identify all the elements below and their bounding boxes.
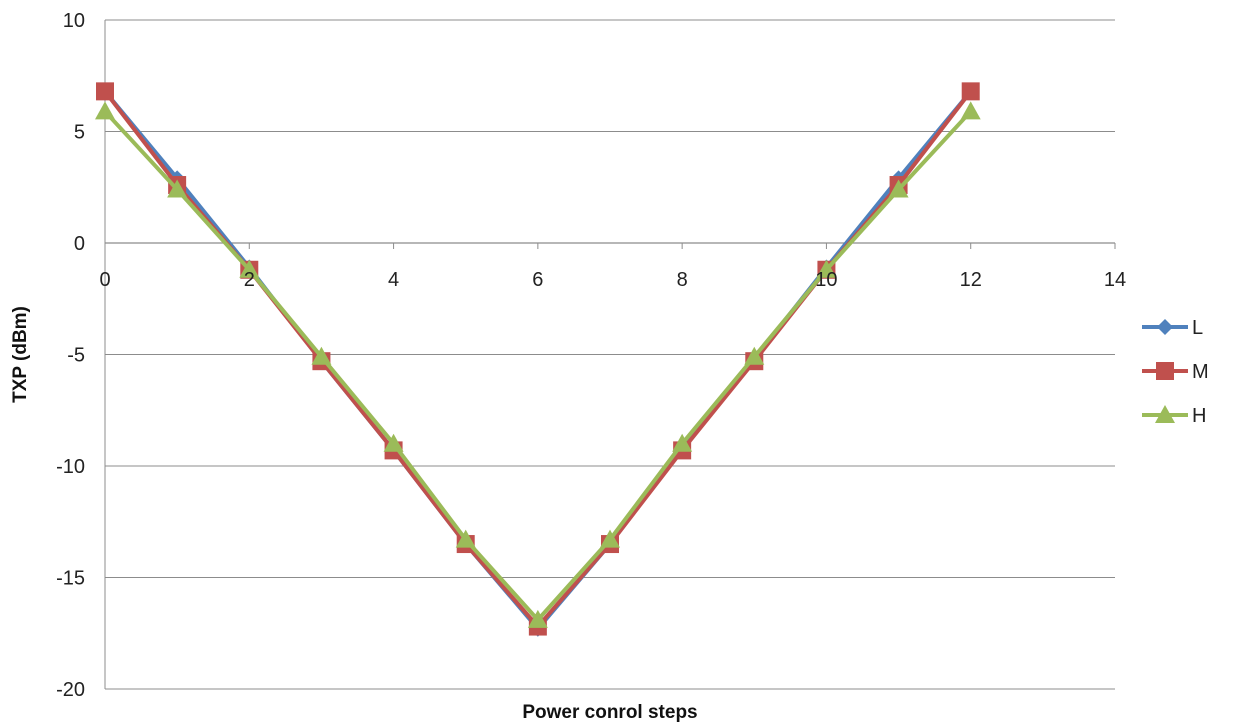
x-tick-label: 8 [677,269,688,291]
legend-marker [1157,319,1173,335]
data-point-H [960,101,981,120]
series-L [97,83,979,637]
data-point-H [888,179,909,198]
series-line-M [103,90,973,629]
data-point-H [600,529,620,548]
y-tick-label: 10 [63,10,85,32]
y-tick-label: -5 [67,345,85,367]
data-point-H [672,433,693,452]
data-point-M [96,82,114,101]
series-line-L [103,90,973,631]
y-axis-title: TXP (dBm) [10,306,31,403]
legend-item-H: H [1142,405,1206,427]
y-tick-label: -10 [56,456,85,478]
axes [104,20,1116,689]
y-tick-label: -20 [56,679,85,701]
legend-label: L [1192,317,1203,339]
x-tick-label: 12 [960,269,982,291]
legend-label: H [1192,405,1206,427]
legend-marker [1155,405,1175,423]
x-tick-label: 14 [1104,269,1126,291]
data-point-H [239,259,260,278]
x-tick-label: 6 [532,269,543,291]
series-H [95,101,981,628]
series-layer [95,82,981,637]
x-tick-label: 0 [99,269,110,291]
data-point-H [744,346,765,365]
legend-item-M: M [1142,361,1209,383]
legend-marker [1156,362,1174,380]
series-line-H [103,110,973,622]
data-point-H [167,179,188,198]
tick-labels: 10 5 0 -5 -10 -15 -20 0 2 4 6 8 10 12 14 [56,10,1126,701]
data-point-H [455,529,476,548]
legend: LMH [1142,317,1209,427]
x-tick-label: 2 [244,269,255,291]
legend-label: M [1192,361,1209,383]
series-M [96,82,980,636]
y-tick-label: 0 [74,233,85,255]
y-tick-label: 5 [74,122,85,144]
data-point-H [383,433,404,452]
data-point-H [527,609,548,628]
x-axis-title: Power conrol steps [522,702,697,723]
data-point-H [95,101,115,120]
data-point-M [961,82,980,101]
x-tick-label: 4 [388,269,399,291]
data-point-H [311,346,332,365]
legend-item-L: L [1142,317,1203,339]
y-tick-label: -15 [56,568,85,590]
x-tick-label: 10 [815,269,837,291]
data-point-H [816,259,837,278]
